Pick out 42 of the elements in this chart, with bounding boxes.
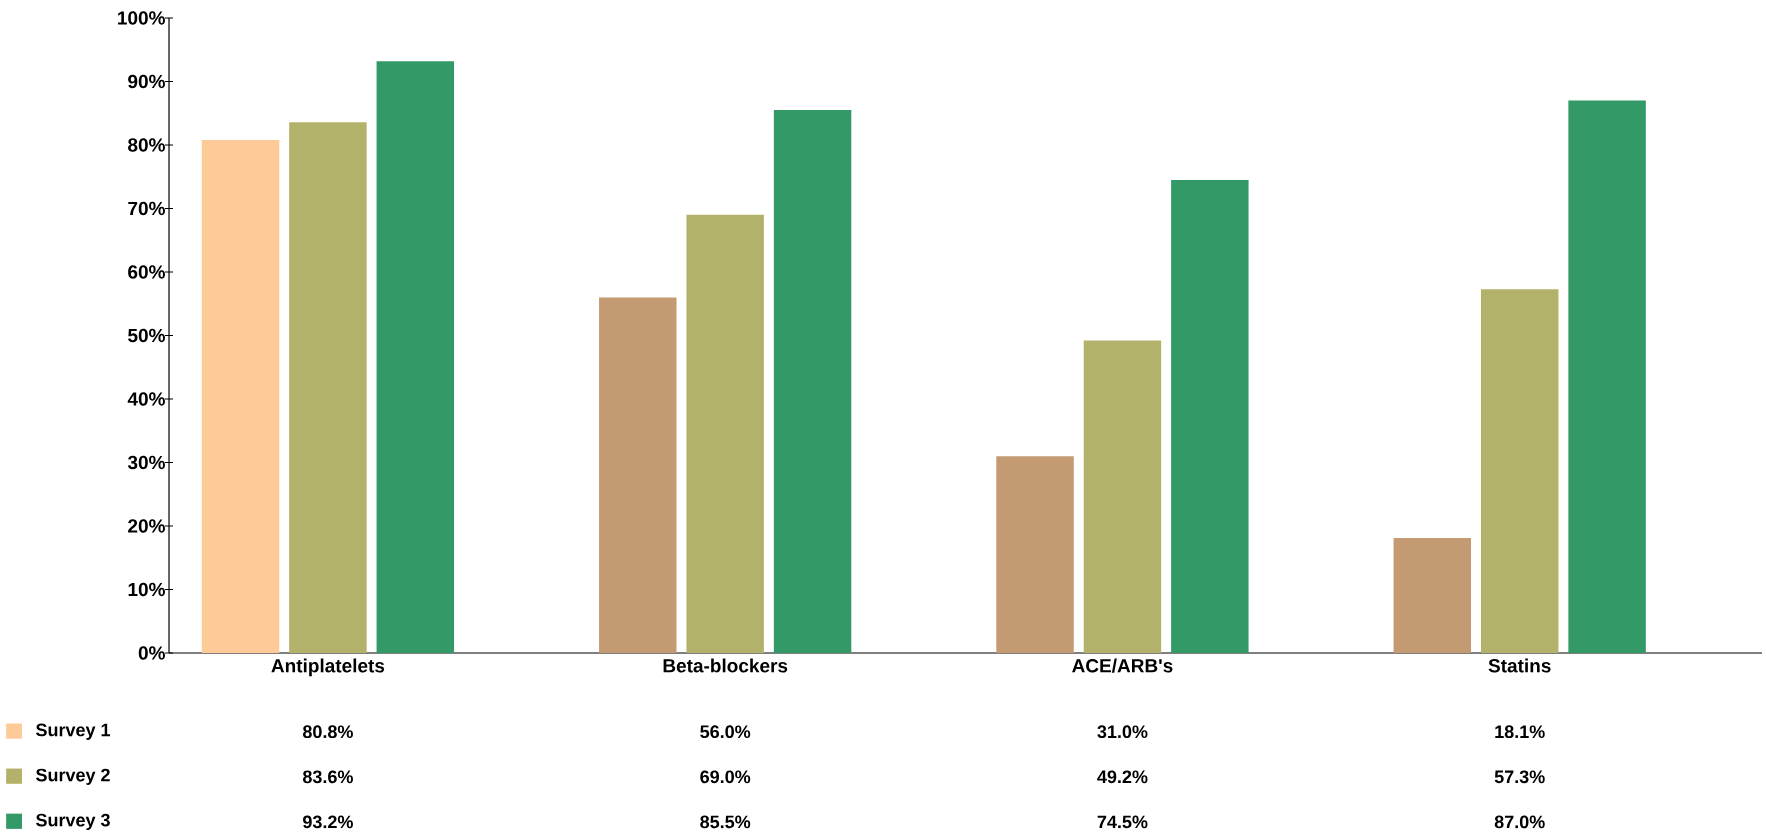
bar: [1393, 538, 1472, 653]
x-tick-label: Antiplatelets: [271, 658, 385, 677]
data-label: 85.5%: [700, 815, 751, 829]
legend-label: Survey 2: [36, 768, 110, 785]
data-label: 57.3%: [1494, 770, 1545, 784]
x-tick-label: ACE/ARB's: [1072, 658, 1173, 673]
data-label: 80.8%: [302, 725, 353, 739]
y-tick-label: 20%: [128, 519, 165, 533]
x-tick-label: Statins: [1488, 658, 1551, 673]
bar: [686, 214, 764, 653]
bar: [376, 61, 455, 653]
y-tick-label: 50%: [128, 328, 165, 343]
y-tick-label: 90%: [128, 74, 165, 89]
data-label: 93.2%: [303, 815, 353, 829]
bar: [201, 139, 280, 653]
data-label: 87.0%: [1494, 815, 1545, 829]
bar: [1171, 179, 1249, 653]
bar: [996, 456, 1074, 653]
bar: [289, 122, 367, 653]
legend-label: Survey 1: [36, 723, 111, 740]
data-label: 83.6%: [302, 770, 353, 784]
data-label: 49.2%: [1097, 770, 1148, 784]
bar: [1083, 340, 1162, 653]
bar: [599, 297, 677, 653]
data-label: 56.0%: [700, 725, 751, 739]
x-tick-label: Beta-blockers: [663, 658, 788, 673]
y-tick-label: 40%: [127, 392, 165, 406]
y-tick-label: 100%: [118, 11, 165, 25]
y-tick-label: 80%: [128, 138, 165, 152]
bar: [1480, 289, 1559, 653]
y-tick-label: 60%: [128, 265, 165, 279]
data-label: 31.0%: [1097, 725, 1148, 739]
data-label: 69.0%: [700, 770, 751, 784]
y-tick-label: 70%: [128, 201, 165, 216]
bar: [1568, 100, 1646, 653]
y-tick-label: 0%: [138, 646, 165, 660]
data-label: 18.1%: [1495, 725, 1545, 739]
data-label: 74.5%: [1097, 815, 1148, 829]
y-tick-label: 30%: [127, 455, 165, 470]
bar: [773, 110, 852, 653]
legend-label: Survey 3: [36, 813, 110, 831]
y-tick-label: 10%: [128, 582, 165, 597]
